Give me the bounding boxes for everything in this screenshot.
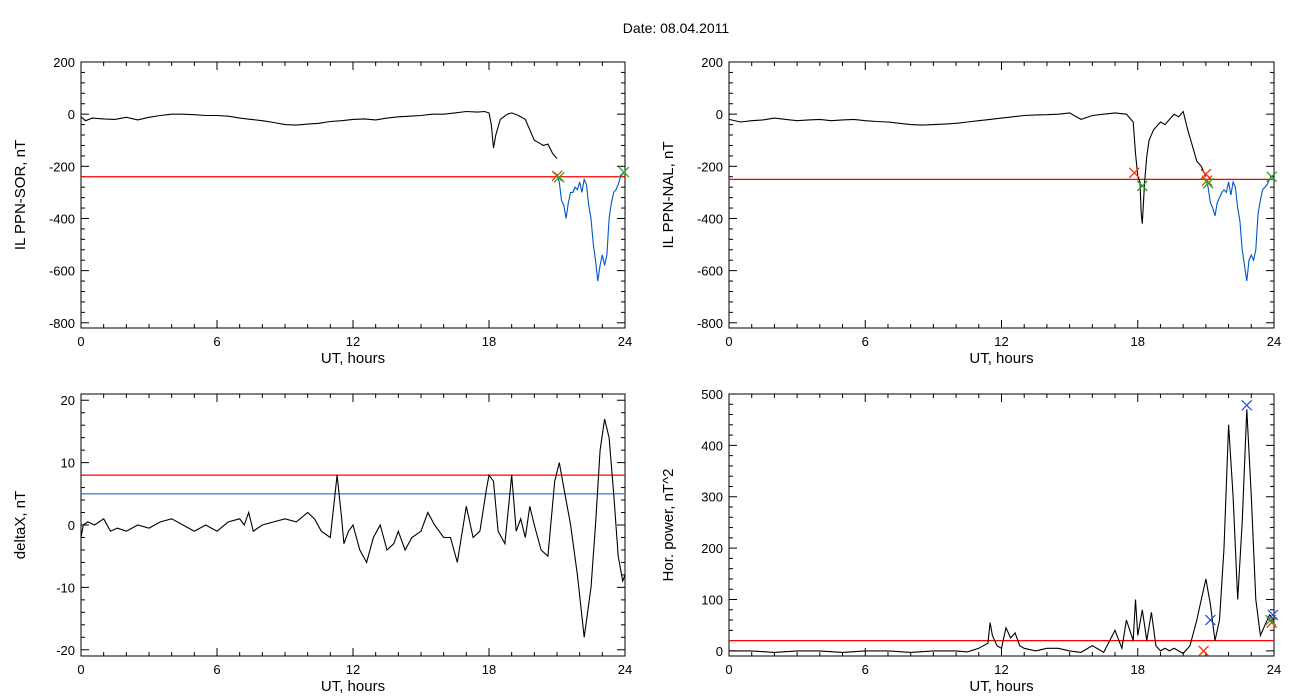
y-tick-label: 10 (61, 456, 75, 471)
y-tick-label: 0 (716, 107, 723, 122)
y-axis-label: deltaX, nT (12, 491, 29, 559)
y-axis-label: IL PPN-NAL, nT (660, 142, 677, 249)
plot-frame (728, 61, 1275, 329)
chart-panel-2: 0 6 12 18 24 -800 -600 -400 -200 0 200 UT, hours IL … (660, 55, 1281, 367)
x-axis-label: UT, hours (969, 350, 1033, 367)
x-tick-label: 12 (994, 334, 1008, 349)
end-marker (1136, 180, 1148, 192)
plot-frame (80, 61, 626, 329)
y-tick-label: -800 (49, 316, 75, 331)
y-tick-label: 300 (701, 490, 723, 505)
y-tick-label: -800 (697, 316, 723, 331)
x-tick-label: 6 (213, 334, 220, 349)
y-axis-label: IL PPN-SOR, nT (12, 140, 29, 250)
x-axis-label: UT, hours (321, 350, 385, 367)
x-tick-label: 0 (725, 334, 732, 349)
start-marker (1201, 175, 1213, 187)
x-tick-label: 0 (725, 662, 732, 677)
y-tick-label: 0 (68, 107, 75, 122)
highlight-series-line (1205, 173, 1275, 282)
chart-panel-3: 0 6 12 18 24 -20 -10 0 10 20 UT, hours deltaX, nT (12, 393, 632, 695)
x-axis-label: UT, hours (969, 678, 1033, 695)
y-tick-label: 0 (716, 644, 723, 659)
chart-panel-4: 0 6 12 18 24 0 100 200 300 400 500 UT, hours Hor. po… (660, 387, 1281, 695)
start-marker (551, 170, 563, 182)
y-tick-label: 20 (61, 393, 75, 408)
y-tick-label: -400 (49, 211, 75, 226)
x-tick-label: 18 (1131, 662, 1145, 677)
y-tick-label: -400 (697, 211, 723, 226)
data-series-line (80, 110, 558, 159)
x-tick-label: 24 (1267, 662, 1281, 677)
x-tick-label: 6 (862, 334, 869, 349)
plot-frame (728, 393, 1275, 657)
peak-marker (1267, 609, 1279, 621)
y-tick-label: 0 (68, 518, 75, 533)
y-tick-label: -20 (56, 643, 75, 658)
x-tick-label: 18 (1131, 334, 1145, 349)
x-tick-label: 0 (77, 334, 84, 349)
x-tick-label: 18 (482, 662, 496, 677)
x-tick-label: 24 (1267, 334, 1281, 349)
y-tick-label: 400 (701, 438, 723, 453)
y-tick-label: -10 (56, 580, 75, 595)
start-marker (1198, 645, 1210, 657)
x-tick-label: 0 (77, 662, 84, 677)
end-marker (1266, 171, 1278, 183)
chart-panel-1: 0 6 12 18 24 -800 -600 -400 -200 0 200 UT, hours IL … (12, 55, 632, 367)
end-marker (1202, 177, 1214, 189)
end-marker (618, 166, 630, 178)
start-marker (1200, 168, 1212, 180)
highlight-series-line (556, 171, 626, 282)
data-series-line (729, 409, 1275, 655)
x-tick-label: 6 (862, 662, 869, 677)
start-marker (1128, 167, 1140, 179)
data-series-line (80, 418, 626, 638)
x-tick-label: 24 (618, 334, 632, 349)
y-tick-label: 500 (701, 387, 723, 402)
y-tick-label: 200 (701, 541, 723, 556)
x-tick-label: 24 (618, 662, 632, 677)
data-series-line (728, 110, 1207, 224)
y-axis-label: Hor. power, nT^2 (660, 469, 677, 582)
x-tick-label: 12 (346, 662, 360, 677)
y-tick-label: -600 (697, 264, 723, 279)
y-tick-label: -600 (49, 264, 75, 279)
y-tick-label: 100 (701, 592, 723, 607)
figure-title: Date: 08.04.2011 (623, 20, 730, 36)
y-tick-label: 200 (701, 55, 723, 70)
y-tick-label: -200 (49, 159, 75, 174)
peak-marker (1204, 614, 1216, 626)
x-tick-label: 12 (346, 334, 360, 349)
peak-marker (1241, 399, 1253, 411)
x-tick-label: 6 (213, 662, 220, 677)
x-tick-label: 18 (482, 334, 496, 349)
y-tick-label: 200 (53, 55, 75, 70)
x-axis-label: UT, hours (321, 678, 385, 695)
end-marker (553, 171, 565, 183)
x-tick-label: 12 (994, 662, 1008, 677)
y-tick-label: -200 (697, 159, 723, 174)
